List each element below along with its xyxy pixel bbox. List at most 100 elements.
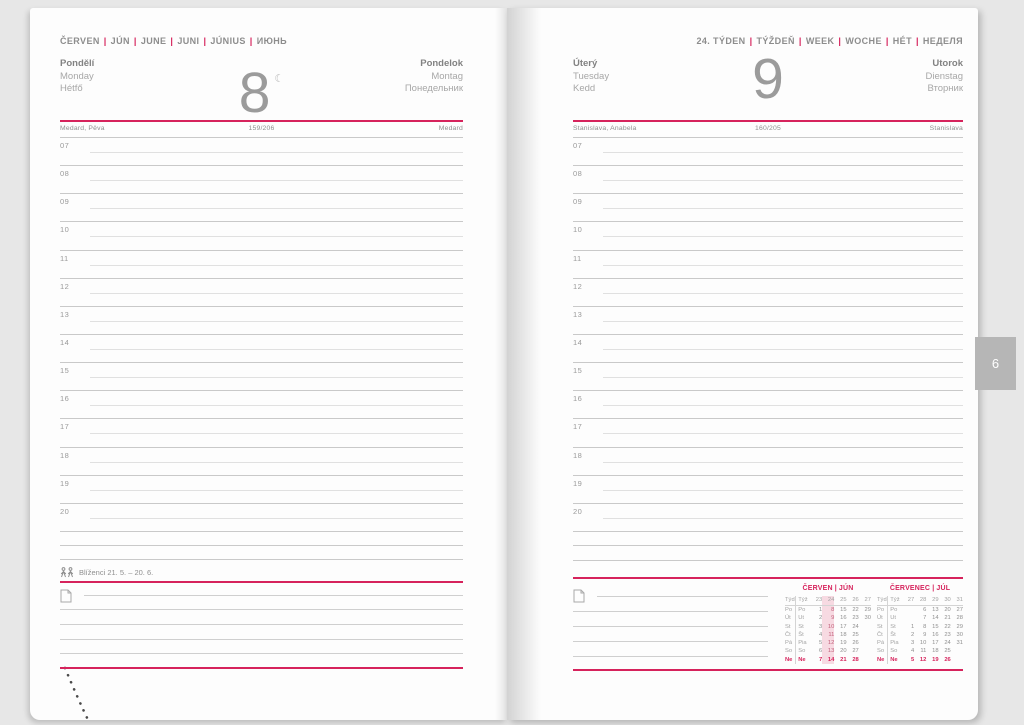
day-cell: 15 (932, 623, 939, 630)
calendar-grid: Týd Týž 23 24 25 26 27 Po Po 1 8 15 22 29 Út Ut 2 9 16 23 30… (785, 596, 871, 665)
day-cell: 16 (840, 615, 847, 622)
day-abbrev: Ut (795, 614, 810, 623)
hour-line (90, 517, 463, 519)
day-cell (951, 647, 963, 655)
note-icon (573, 589, 585, 603)
hour-label: 19 (60, 478, 70, 488)
title-segment: JÚL (936, 585, 951, 592)
hour-line (603, 264, 963, 266)
week-label: Týd (877, 597, 887, 603)
hour-grid: 07 08 09 10 11 12 13 14 15 16 17 18 19 20 (573, 137, 963, 532)
header-separator: | (885, 36, 889, 46)
day-abbrev: St (887, 622, 902, 631)
rule-line (573, 305, 963, 307)
day-cell: 16 (932, 631, 939, 638)
left-page: ČERVEN | JÚN | JUNE | JUNI | JÚNIUS | ИЮНЬ Pondělí… (30, 8, 507, 724)
rule-line (60, 362, 463, 364)
moon-phase-icon: ☾ (274, 73, 285, 85)
day-cell: 26 (852, 640, 859, 647)
rule-line (60, 277, 463, 279)
hour-line (603, 348, 963, 350)
rule-line (60, 390, 463, 392)
hour-line (603, 405, 963, 407)
hour-label: 08 (60, 169, 70, 179)
hour-line (603, 433, 963, 435)
calendar-row: Po Po 6 13 20 27 (877, 606, 963, 615)
hour-row: 11 (573, 251, 963, 279)
day-cell: 23 (852, 615, 859, 622)
day-cell: 24 (944, 640, 951, 647)
rule-line (573, 362, 963, 364)
calendar-row: Pá Pia 3 10 17 24 31 (877, 639, 963, 648)
day-cell: 18 (932, 648, 939, 655)
rule-line (573, 249, 963, 251)
day-abbrev: Ut (887, 614, 902, 623)
hour-label: 20 (60, 506, 70, 516)
day-abbrev: Po (785, 607, 793, 613)
day-abbrev: Pia (887, 639, 902, 648)
rule-line (573, 221, 963, 223)
hour-row: 18 (573, 448, 963, 476)
month-tab-label: 6 (991, 356, 1000, 371)
rule-line (60, 165, 463, 167)
note-line (573, 626, 768, 627)
day-cell: 17 (932, 640, 939, 647)
day-abbrev: Št (795, 630, 810, 640)
perforation-dots-left (63, 666, 91, 724)
day-abbrev: Pá (877, 640, 885, 647)
week-number: 27 (907, 597, 915, 603)
day-names-primary: Úterý Tuesday Kedd (573, 58, 609, 96)
rule-line (573, 530, 963, 532)
day-cell: 21 (840, 656, 847, 663)
header-segment: ČERVEN (60, 36, 100, 46)
rule-line (60, 249, 463, 251)
day-abbrev: Čt (877, 631, 883, 638)
rule-line (60, 418, 463, 420)
date-number: 9 (752, 47, 784, 111)
rule-line (573, 474, 963, 476)
day-cell (859, 631, 871, 639)
header-segment: JUNE (140, 36, 167, 46)
zodiac-label: Blíženci 21. 5. – 20. 6. (79, 567, 154, 577)
day-cell: 27 (852, 648, 859, 655)
day-name: Montag (431, 70, 463, 82)
header-separator: | (170, 36, 174, 46)
day-cell: 3 (818, 623, 823, 630)
day-cell: 11 (920, 648, 927, 655)
day-cell (859, 623, 871, 631)
hour-label: 13 (573, 309, 583, 319)
hour-line (603, 489, 963, 491)
title-segment: JÚN (838, 585, 854, 592)
day-cell: 28 (956, 615, 963, 622)
hour-line (90, 405, 463, 407)
hour-row: 10 (60, 222, 463, 251)
day-cell: 6 (923, 607, 927, 613)
hour-label: 15 (573, 366, 583, 376)
name-day-row: Medard, Pěva 159/206 Medard (60, 120, 463, 132)
hour-row: 08 (60, 166, 463, 195)
month-tab: 6 (975, 337, 1016, 390)
bottom-accent-line (60, 667, 463, 669)
day-cell: 8 (923, 623, 927, 630)
hour-row: 08 (573, 166, 963, 195)
hour-row: 07 (60, 138, 463, 167)
hour-grid: 07 08 09 10 11 12 13 14 15 16 17 18 19 20 (60, 137, 463, 532)
day-cell: 8 (822, 606, 835, 615)
calendar-grid: Týd Týž 27 28 29 30 31 Po Po 6 13 20 27 Út Ut 7 14 21 28 St… (877, 596, 963, 665)
day-cell (859, 656, 871, 664)
hour-row: 13 (60, 307, 463, 335)
day-cell (951, 656, 963, 664)
hour-label: 13 (60, 309, 70, 319)
hour-label: 14 (573, 337, 583, 347)
day-name: Понедельник (404, 83, 463, 94)
hour-row: 14 (573, 335, 963, 364)
rule-line (60, 474, 463, 476)
calendar-row: Po Po 1 8 15 22 29 (785, 606, 871, 615)
hour-line (603, 320, 963, 322)
day-cell: 12 (919, 656, 927, 663)
hour-line (603, 208, 963, 210)
hour-line (603, 292, 963, 294)
header-separator: | (798, 36, 802, 46)
calendar-row: Čt Št 4 11 18 25 (785, 630, 871, 640)
week-label: Týd (785, 597, 795, 603)
